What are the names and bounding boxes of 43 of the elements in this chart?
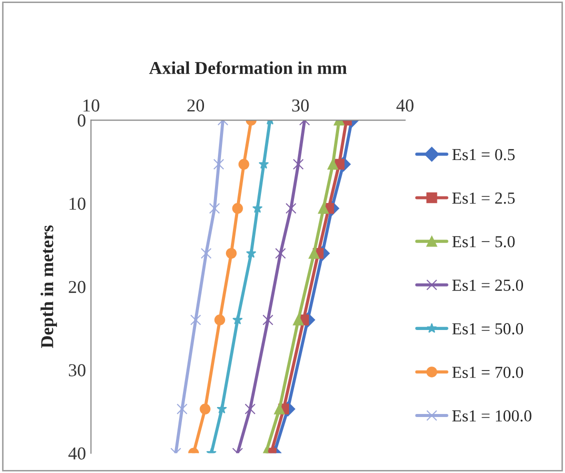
point [226, 248, 237, 259]
point [238, 158, 250, 170]
point [214, 314, 226, 326]
legend-label: Es1 − 5.0 [452, 236, 515, 248]
point [190, 314, 202, 326]
y-tick-label: 30 [68, 364, 86, 376]
point [262, 314, 274, 326]
y-tick-label: 40 [68, 447, 86, 460]
point [292, 314, 304, 326]
y-tick-label: 0 [78, 114, 86, 127]
point [275, 248, 286, 259]
point [246, 248, 256, 258]
x-tick-label: 20 [187, 99, 204, 112]
y-tick-label: 20 [68, 280, 86, 294]
x-tick-label: 40 [396, 99, 414, 112]
point [318, 203, 329, 214]
point [232, 203, 243, 214]
legend-label: Es1 = 70.0 [452, 366, 524, 378]
legend-label: Es1 = 2.5 [452, 192, 515, 204]
point [244, 404, 256, 414]
point [209, 203, 220, 214]
x-tick-label: 10 [84, 99, 100, 112]
point [274, 404, 285, 414]
legend-label: Es1 = 25.0 [452, 280, 524, 291]
point [286, 203, 296, 214]
y-tick-label: 10 [70, 198, 86, 210]
point [216, 404, 227, 414]
x-axis-title: Axial Deformation in mm [149, 61, 347, 74]
point [327, 158, 338, 170]
point [292, 158, 304, 170]
point [252, 203, 263, 213]
point [213, 158, 224, 170]
point [176, 404, 188, 414]
legend-label: Es1 = 100.0 [452, 410, 532, 422]
legend-label: Es1 = 0.5 [452, 148, 515, 160]
point [308, 248, 320, 259]
y-axis-title: Depth in meters [40, 225, 57, 348]
x-tick-label: 30 [292, 99, 309, 112]
point [232, 314, 243, 324]
point [200, 404, 210, 414]
point [200, 248, 212, 259]
legend-label: Es1 = 50.0 [452, 323, 524, 334]
point [258, 158, 269, 169]
